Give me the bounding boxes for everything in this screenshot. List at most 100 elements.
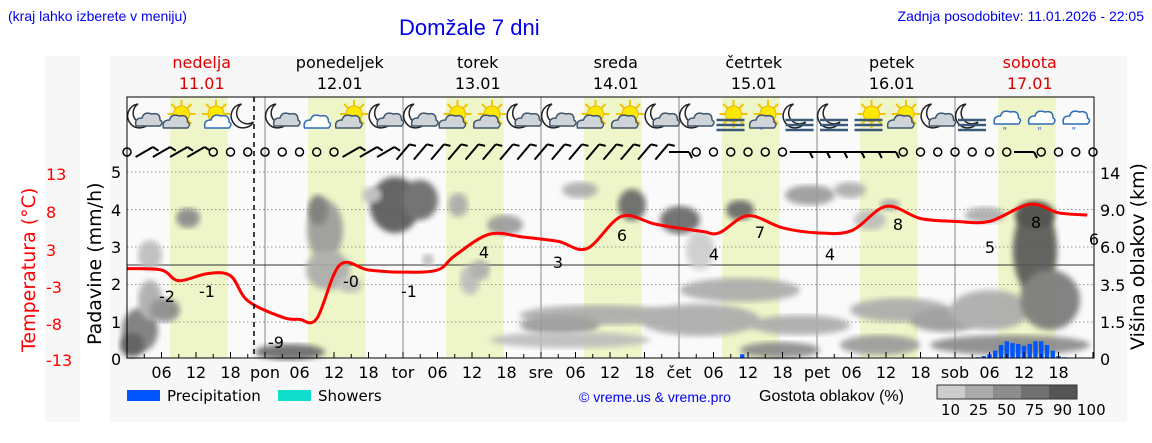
density-tick: 50	[997, 401, 1016, 419]
precip-bar	[1021, 345, 1027, 358]
temp-tick: -13	[46, 351, 72, 370]
wind-barb-icon	[1014, 151, 1038, 159]
temp-value-label: -2	[159, 287, 175, 306]
precip-bar	[1039, 341, 1044, 358]
precip-bar	[998, 344, 1004, 358]
wind-barb-icon	[430, 143, 451, 161]
weather-icon: "	[1027, 110, 1056, 137]
temp-value-label: 8	[1031, 213, 1041, 232]
precip-bar	[1004, 341, 1009, 358]
wind-barb-icon	[585, 143, 606, 161]
legend-precipitation: Precipitation	[167, 387, 261, 405]
wind-calm-icon	[312, 147, 322, 157]
day-name: sobota	[1003, 53, 1057, 72]
x-tick-label: 12	[738, 363, 758, 382]
day-name: sreda	[594, 53, 638, 72]
wind-calm-icon	[777, 147, 788, 157]
height-tick: 9.0	[1100, 201, 1125, 220]
x-tick-label: 06	[289, 363, 309, 382]
temp-tick: -8	[46, 315, 62, 334]
precip-tick: 3	[111, 238, 121, 257]
svg-text:": "	[1003, 126, 1008, 137]
temperature-curve	[126, 202, 1088, 325]
x-tick-label: 18	[634, 363, 654, 382]
precip-bar	[740, 354, 745, 358]
wind-barb-icon	[359, 146, 384, 158]
precip-bar	[993, 350, 998, 358]
weather-icon: "	[748, 99, 783, 137]
last-updated: Zadnja posodobitev: 11.01.2026 - 22:05	[897, 8, 1144, 24]
wind-barb-icon	[499, 143, 520, 161]
wind-calm-icon	[691, 147, 701, 157]
page-title: Domžale 7 dni	[399, 15, 540, 40]
precip-axis-label: Padavine (mm/h)	[84, 182, 106, 345]
x-tick-label: 12	[1014, 363, 1034, 382]
svg-text:": "	[1037, 126, 1042, 137]
temp-tick: 13	[46, 165, 66, 184]
x-tick-label: pet	[804, 363, 830, 382]
wind-calm-icon	[1053, 147, 1064, 157]
wind-calm-icon	[294, 147, 305, 157]
day-date: 16.01	[869, 74, 915, 93]
wind-calm-icon	[984, 147, 995, 157]
copyright-link[interactable]: © vreme.us & vreme.pro	[579, 389, 731, 405]
x-tick-label: 06	[151, 363, 171, 382]
temp-value-label: 6	[617, 226, 627, 245]
temp-value-label: 4	[825, 245, 835, 264]
left-axis-panel	[45, 56, 80, 422]
wind-barb-icon	[876, 151, 900, 159]
x-tick-label: 06	[427, 363, 447, 382]
wind-calm-icon	[277, 147, 287, 157]
x-tick-label: sre	[529, 363, 553, 382]
density-tick: 25	[969, 401, 988, 419]
wind-barb-icon	[395, 143, 417, 161]
x-tick-label: tor	[392, 363, 415, 382]
legend-showers: Showers	[318, 387, 382, 405]
height-tick: 6.0	[1100, 238, 1125, 257]
x-tick-label: 06	[703, 363, 723, 382]
x-tick-label: 18	[496, 363, 516, 382]
wind-barb-icon	[482, 143, 503, 161]
svg-text:": "	[759, 126, 764, 137]
precipitation-swatch	[127, 390, 160, 401]
wind-barb-icon	[464, 143, 486, 161]
weather-icon: "	[1062, 110, 1091, 137]
x-tick-label: 06	[841, 363, 861, 382]
cloud-density-scale	[936, 384, 1078, 400]
x-tick-label: pon	[250, 363, 280, 382]
temp-tick: 8	[46, 203, 56, 222]
wind-calm-icon	[915, 147, 926, 157]
wind-calm-icon	[967, 147, 977, 157]
wind-barb-icon	[568, 143, 589, 161]
day-date: 13.01	[455, 74, 501, 93]
wind-calm-icon	[260, 147, 270, 157]
precip-bar	[1033, 341, 1038, 358]
showers-swatch	[278, 390, 311, 401]
x-tick-label: 12	[462, 363, 482, 382]
x-tick-label: čet	[667, 363, 692, 382]
precip-bar	[1050, 350, 1055, 358]
wind-calm-icon	[950, 147, 960, 157]
height-tick: 3.5	[1100, 276, 1125, 295]
temp-axis-label: Temperatura (°C)	[18, 188, 40, 353]
day-date: 12.01	[317, 74, 363, 93]
weather-icon: "	[993, 110, 1022, 137]
x-tick-label: 18	[1048, 363, 1068, 382]
x-tick-label: 12	[600, 363, 620, 382]
wind-calm-icon	[1071, 147, 1081, 157]
day-date: 15.01	[731, 74, 777, 93]
temp-value-label: -0	[343, 272, 359, 291]
day-date: 11.01	[179, 74, 225, 93]
x-tick-label: 18	[358, 363, 378, 382]
cloud-density-label: Gostota oblakov (%)	[759, 388, 904, 405]
wind-barb-icon	[516, 143, 537, 161]
x-tick-label: 06	[979, 363, 999, 382]
density-tick: 75	[1025, 401, 1044, 419]
day-name: ponedeljek	[296, 53, 385, 72]
precip-bar	[1016, 343, 1021, 358]
wind-barb-icon	[533, 143, 555, 161]
day-labels: nedelja 11.01 ponedeljek 12.01 torek 13.01 sre…	[172, 53, 1056, 93]
x-tick-label: 18	[910, 363, 930, 382]
x-tick-label: 18	[772, 363, 792, 382]
wind-calm-icon	[1002, 147, 1012, 157]
